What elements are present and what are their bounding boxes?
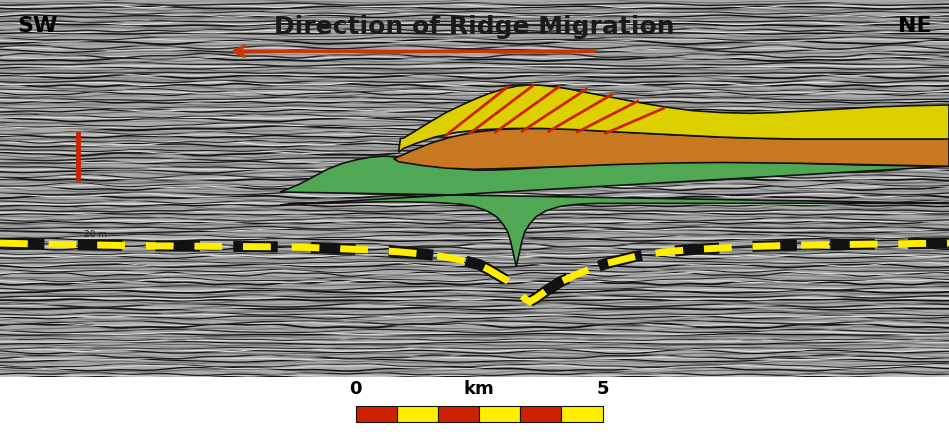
Text: km: km (464, 379, 494, 398)
Text: 20 m: 20 m (84, 230, 106, 239)
Bar (562, 406, 603, 421)
Bar (479, 406, 520, 421)
Bar (438, 406, 479, 421)
Text: 0: 0 (349, 379, 363, 398)
Polygon shape (394, 129, 949, 170)
Polygon shape (280, 157, 949, 266)
Bar (397, 406, 438, 421)
Text: NE: NE (899, 16, 932, 36)
Text: SW: SW (17, 16, 58, 36)
Bar (520, 406, 562, 421)
Polygon shape (399, 85, 949, 153)
Text: Direction of Ridge Migration: Direction of Ridge Migration (274, 15, 675, 39)
Bar (356, 406, 397, 421)
Text: 5: 5 (596, 379, 609, 398)
